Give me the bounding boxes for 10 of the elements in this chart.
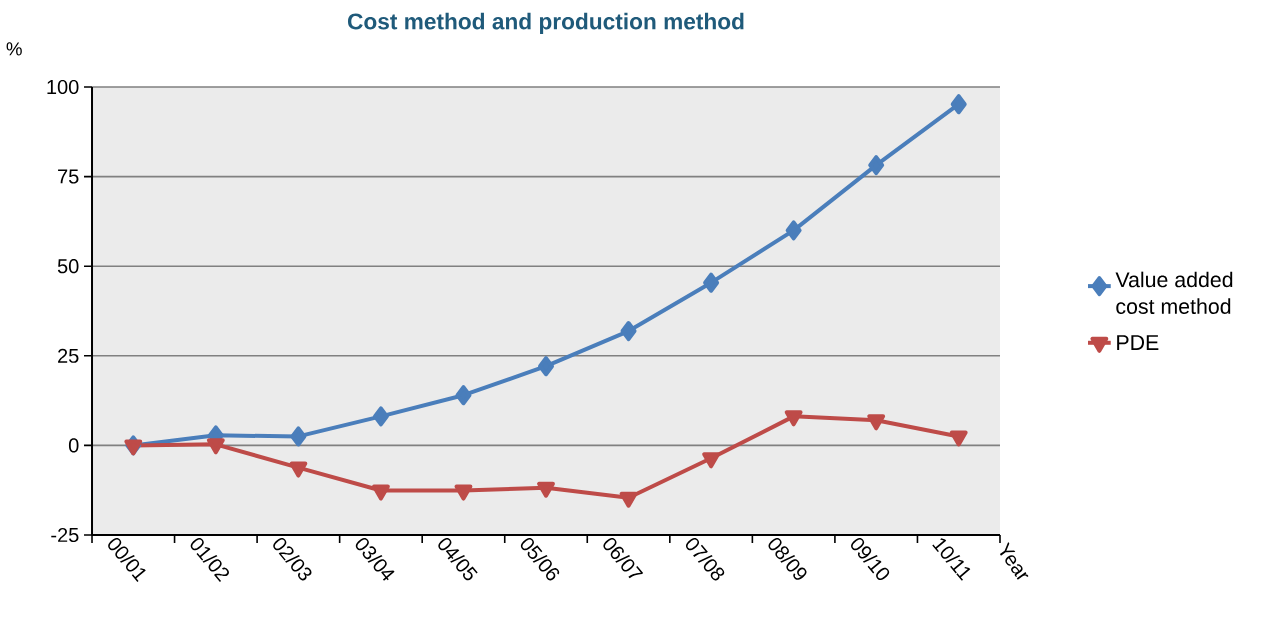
y-tick-label: 50 (57, 259, 79, 274)
y-axis-title: % (6, 42, 22, 56)
y-tick-label: 0 (68, 438, 79, 453)
y-tick-label: 75 (58, 169, 79, 184)
y-tick-label: 100 (47, 79, 79, 95)
legend-label: PDE (1117, 335, 1159, 350)
y-tick-label: -25 (51, 527, 79, 543)
y-tick-label: 25 (58, 348, 79, 363)
legend-label: Value added cost method (1115, 271, 1233, 314)
chart-title: Cost method and production method (347, 12, 744, 34)
